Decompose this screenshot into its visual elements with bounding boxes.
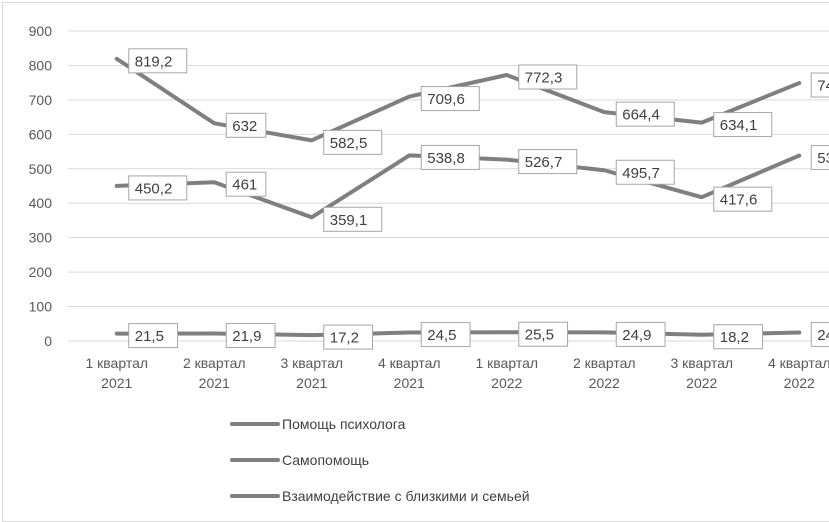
svg-text:450,2: 450,2 [135, 180, 173, 197]
svg-text:21,5: 21,5 [135, 328, 164, 345]
data-label: 25,5 [518, 321, 569, 347]
legend-item: Самопомощь [230, 452, 369, 468]
x-tick-label: 1 квартал 2022 [475, 355, 538, 391]
y-tick-label: 500 [29, 161, 53, 177]
svg-text:495,7: 495,7 [622, 165, 660, 182]
svg-text:Самопомощь: Самопомощь [282, 452, 369, 468]
svg-text:748,9: 748,9 [817, 78, 829, 95]
svg-text:21,9: 21,9 [232, 328, 261, 345]
data-label: 772,3 [518, 64, 578, 90]
y-tick-label: 600 [29, 126, 53, 142]
legend-item: Взаимодействие с близкими и семьей [230, 488, 530, 504]
data-label: 24,5 [420, 322, 471, 348]
y-tick-label: 100 [29, 299, 53, 315]
x-tick-label: 4 квартал 2021 [378, 355, 441, 391]
y-tick-label: 200 [29, 264, 53, 280]
data-label: 450,2 [128, 175, 188, 201]
svg-text:24,8: 24,8 [817, 327, 829, 344]
data-label: 582,5 [323, 129, 383, 155]
svg-text:634,1: 634,1 [720, 117, 758, 134]
x-tick-label: 4 квартал 2022 [768, 355, 829, 391]
svg-text:582,5: 582,5 [330, 135, 368, 152]
x-tick-label: 3 квартал 2022 [670, 355, 733, 391]
data-label: 24,8 [810, 321, 829, 347]
data-label: 24,9 [615, 321, 666, 347]
data-label: 538,3 [810, 145, 829, 171]
svg-text:772,3: 772,3 [525, 69, 563, 86]
data-label: 819,2 [128, 48, 188, 74]
data-label: 709,6 [420, 86, 480, 112]
data-label: 748,9 [810, 72, 829, 98]
svg-text:417,6: 417,6 [720, 192, 758, 209]
svg-text:526,7: 526,7 [525, 154, 563, 171]
data-label: 359,1 [323, 206, 383, 232]
data-label: 21,5 [128, 323, 179, 349]
data-label: 21,9 [225, 322, 276, 348]
data-label: 461 [225, 171, 267, 197]
data-label: 526,7 [518, 149, 578, 175]
x-tick-label: 1 квартал 2021 [85, 355, 148, 391]
data-label: 664,4 [615, 101, 675, 127]
data-label: 632 [225, 112, 267, 138]
svg-text:24,9: 24,9 [622, 327, 651, 344]
x-tick-label: 3 квартал 2021 [280, 355, 343, 391]
svg-text:24,5: 24,5 [427, 327, 456, 344]
svg-text:17,2: 17,2 [330, 330, 359, 347]
svg-text:359,1: 359,1 [330, 212, 368, 229]
svg-text:18,2: 18,2 [720, 329, 749, 346]
data-label: 17,2 [323, 324, 374, 350]
data-label: 18,2 [713, 324, 764, 350]
data-label: 417,6 [713, 186, 773, 212]
svg-text:538,3: 538,3 [817, 150, 829, 167]
legend-item: Помощь психолога [230, 416, 406, 432]
y-tick-label: 400 [29, 195, 53, 211]
data-label: 495,7 [615, 159, 675, 185]
y-tick-label: 0 [44, 333, 52, 349]
svg-text:Помощь психолога: Помощь психолога [282, 416, 406, 432]
svg-text:632: 632 [232, 118, 257, 135]
x-tick-label: 2 квартал 2022 [573, 355, 636, 391]
y-tick-label: 700 [29, 92, 53, 108]
svg-text:538,8: 538,8 [427, 150, 465, 167]
svg-text:664,4: 664,4 [622, 107, 660, 124]
svg-text:819,2: 819,2 [135, 53, 173, 70]
svg-text:709,6: 709,6 [427, 91, 465, 108]
y-tick-label: 900 [29, 23, 53, 39]
y-tick-label: 800 [29, 57, 53, 73]
svg-text:461: 461 [232, 177, 257, 194]
data-label: 538,8 [420, 144, 480, 170]
data-label: 634,1 [713, 112, 773, 138]
x-tick-label: 2 квартал 2021 [183, 355, 246, 391]
y-tick-label: 300 [29, 230, 53, 246]
svg-text:25,5: 25,5 [525, 327, 554, 344]
svg-text:Взаимодействие с близкими и се: Взаимодействие с близкими и семьей [282, 488, 530, 504]
